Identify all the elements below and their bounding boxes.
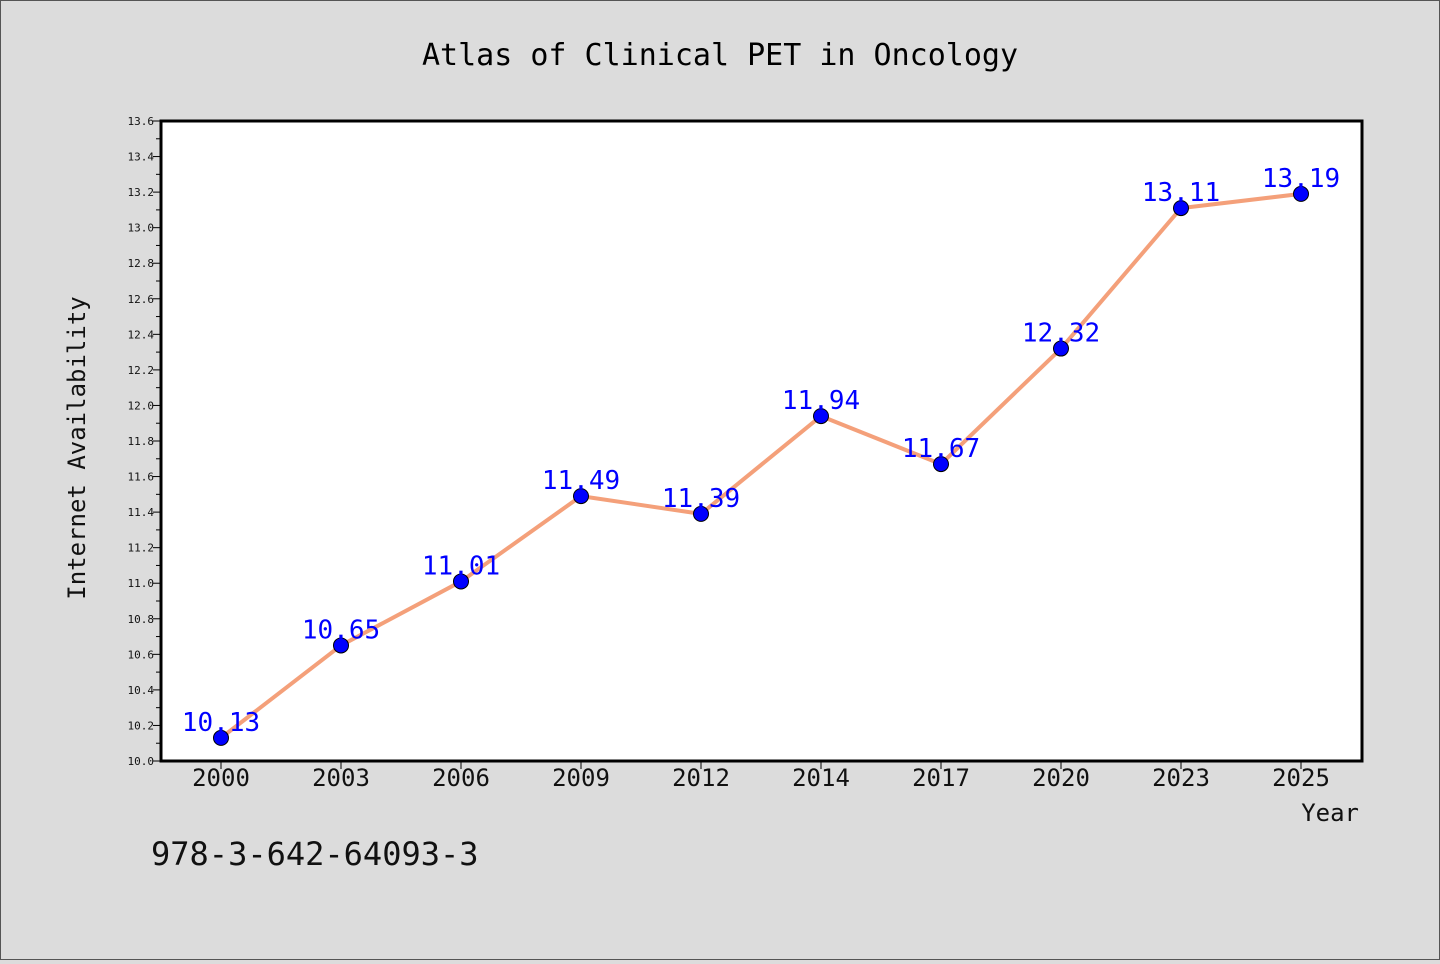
y-tick-label: 12.6 xyxy=(128,293,155,306)
x-tick-label: 2006 xyxy=(432,764,490,792)
data-point xyxy=(1293,185,1309,202)
y-tick-label: 11.8 xyxy=(128,435,155,448)
y-tick-label: 12.8 xyxy=(128,257,155,270)
y-tick-label: 12.2 xyxy=(128,364,155,377)
data-point xyxy=(813,408,829,425)
data-point xyxy=(453,573,469,590)
data-label: 12.32 xyxy=(1022,319,1100,349)
y-tick-label: 10.2 xyxy=(128,719,155,732)
data-point xyxy=(213,729,229,746)
y-tick-label: 10.8 xyxy=(128,613,155,626)
x-axis-label: Year xyxy=(1301,799,1359,827)
y-tick-label: 10.0 xyxy=(128,755,155,768)
data-label: 13.11 xyxy=(1142,178,1220,208)
data-point xyxy=(1053,340,1069,357)
x-tick-label: 2020 xyxy=(1032,764,1090,792)
x-tick-label: 2009 xyxy=(552,764,610,792)
data-label: 11.01 xyxy=(422,551,500,581)
data-label: 11.49 xyxy=(542,466,620,496)
y-tick-label: 11.6 xyxy=(128,471,155,484)
y-tick-label: 11.0 xyxy=(128,577,155,590)
y-tick-label: 13.4 xyxy=(128,151,155,164)
y-tick-label: 10.4 xyxy=(128,684,155,697)
plot-area xyxy=(159,119,1364,763)
data-label: 10.65 xyxy=(302,615,380,645)
chart-title: Atlas of Clinical PET in Oncology xyxy=(422,38,1018,73)
data-point xyxy=(933,456,949,473)
x-tick-label: 2025 xyxy=(1272,764,1330,792)
y-tick-label: 13.2 xyxy=(128,186,155,199)
y-axis: 10.0 10.2 10.4 10.6 10.8 11.0 11.2 11.4 11.6 11.8… xyxy=(128,115,161,768)
y-tick-label: 12.4 xyxy=(128,328,155,341)
y-tick-label: 11.2 xyxy=(128,542,155,555)
isbn-footer: 978-3-642-64093-3 xyxy=(151,835,479,873)
x-tick-label: 2012 xyxy=(672,764,730,792)
y-tick-label: 12.0 xyxy=(128,399,155,412)
x-tick-label: 2023 xyxy=(1152,764,1210,792)
data-label: 11.39 xyxy=(662,484,740,514)
data-label: 10.13 xyxy=(182,708,260,738)
data-point xyxy=(333,637,349,654)
x-tick-label: 2003 xyxy=(312,764,370,792)
y-axis-label: Internet Availability xyxy=(63,296,91,599)
data-point xyxy=(573,488,589,505)
data-label: 13.19 xyxy=(1262,164,1340,194)
series-line xyxy=(219,191,1302,740)
y-tick-label: 10.6 xyxy=(128,648,155,661)
x-axis: 2000 2003 2006 2009 2012 2014 2017 2020 2023 2025 xyxy=(192,761,1330,792)
y-tick-label: 11.4 xyxy=(128,506,155,519)
series-group: 10.13 10.65 11.01 11.49 11.39 11.94 11.67 12.32… xyxy=(182,164,1340,746)
data-label: 11.67 xyxy=(902,434,980,464)
y-tick-label: 13.6 xyxy=(128,115,155,128)
data-point xyxy=(1173,200,1189,217)
y-tick-label: 13.0 xyxy=(128,222,155,235)
x-tick-label: 2017 xyxy=(912,764,970,792)
data-label: 11.94 xyxy=(782,386,860,416)
data-point xyxy=(693,505,709,522)
x-tick-label: 2014 xyxy=(792,764,850,792)
x-tick-label: 2000 xyxy=(192,764,250,792)
